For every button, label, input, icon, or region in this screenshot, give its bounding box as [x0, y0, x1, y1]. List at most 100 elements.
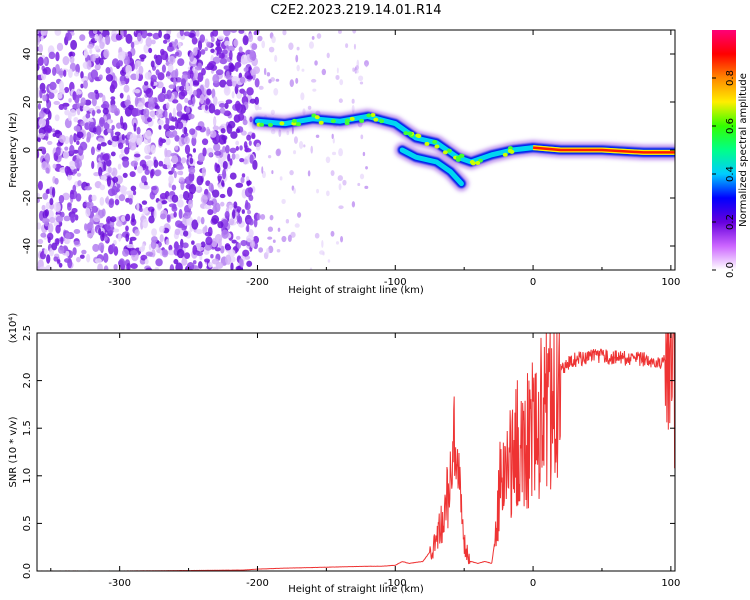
noise-blob — [253, 31, 257, 36]
spectrogram-x-ticks: -300 -200 -100 0 100 — [50, 30, 680, 288]
noise-blob — [97, 33, 103, 44]
noise-blob — [58, 194, 65, 204]
noise-blob — [128, 141, 137, 151]
noise-blob — [288, 42, 294, 50]
noise-blob — [44, 153, 51, 164]
noise-blob — [37, 63, 40, 72]
signal-blob — [318, 120, 324, 125]
noise-blob — [201, 67, 206, 76]
signal-blob — [459, 153, 465, 158]
colorbar-tick-label: 0.8 — [725, 70, 736, 86]
noise-blob — [103, 265, 109, 270]
signal-blob — [379, 119, 385, 124]
noise-blob — [270, 109, 275, 115]
noise-blob — [192, 47, 198, 56]
noise-blob — [89, 217, 95, 226]
noise-blob — [150, 144, 156, 154]
noise-blob — [65, 232, 71, 240]
noise-blob — [101, 208, 106, 217]
noise-blob — [135, 70, 140, 81]
y-tick-label: -40 — [22, 238, 33, 254]
snr-plot: -300 -200 -100 0 100 0.0 0.5 1.0 1.5 2.0 2.5 (x10… — [8, 313, 680, 595]
noise-blob — [360, 134, 364, 140]
noise-blob — [68, 98, 72, 103]
noise-blob — [139, 54, 147, 60]
noise-blob — [136, 165, 144, 174]
signal-blob — [446, 148, 452, 153]
noise-blob — [256, 213, 261, 221]
noise-blob — [58, 80, 64, 91]
noise-blob — [195, 125, 203, 131]
noise-blob — [258, 85, 264, 90]
noise-blob — [231, 152, 236, 160]
noise-blob — [176, 248, 185, 259]
noise-blob — [86, 60, 92, 70]
noise-blob — [211, 258, 220, 265]
y-tick-label: 0 — [22, 147, 33, 153]
noise-blob — [37, 103, 41, 110]
noise-blob — [184, 252, 191, 259]
noise-blob — [168, 125, 176, 131]
noise-blob — [145, 37, 152, 47]
noise-blob — [58, 88, 65, 95]
noise-blob — [195, 30, 200, 37]
noise-blob — [69, 134, 74, 145]
x-tick-label: 100 — [661, 578, 680, 589]
noise-blob — [158, 124, 162, 130]
noise-blob — [187, 199, 194, 209]
noise-blob — [209, 130, 217, 138]
noise-blob — [164, 147, 168, 158]
noise-blob — [232, 209, 236, 219]
noise-blob — [200, 195, 208, 204]
noise-blob — [166, 214, 171, 220]
noise-blob — [120, 80, 126, 85]
colorbar-tick-label: 0.4 — [725, 166, 736, 182]
noise-blob — [114, 198, 120, 206]
noise-blob — [165, 238, 170, 246]
noise-blob — [175, 262, 183, 270]
noise-blob — [332, 137, 335, 144]
noise-blob — [290, 231, 296, 238]
noise-blob — [99, 184, 106, 191]
noise-blob — [75, 63, 80, 75]
noise-blob — [211, 88, 216, 99]
noise-blob — [351, 98, 355, 104]
x-tick-label: -100 — [384, 277, 407, 288]
noise-blob — [37, 238, 44, 245]
noise-blob — [225, 254, 232, 265]
noise-blob — [197, 40, 203, 51]
noise-blob — [270, 129, 276, 135]
noise-blob — [274, 54, 278, 63]
noise-blob — [225, 144, 230, 154]
noise-blob — [74, 94, 80, 104]
noise-blob — [175, 220, 183, 228]
y-tick-label: 1.5 — [22, 420, 33, 436]
noise-blob — [55, 224, 61, 234]
noise-blob — [204, 78, 210, 89]
noise-blob — [136, 202, 140, 211]
noise-blob — [353, 43, 356, 50]
noise-blob — [210, 36, 215, 43]
noise-blob — [55, 215, 63, 223]
noise-blob — [83, 80, 88, 89]
noise-blob — [155, 258, 163, 267]
noise-blob — [178, 91, 186, 100]
noise-blob — [88, 194, 93, 203]
noise-blob — [207, 208, 214, 216]
noise-blob — [92, 214, 101, 223]
noise-blob — [115, 216, 119, 222]
noise-blob — [289, 79, 294, 88]
noise-blob — [231, 80, 238, 87]
noise-blob — [139, 207, 143, 212]
noise-blob — [217, 175, 223, 180]
noise-blob — [144, 258, 149, 265]
noise-blob — [321, 239, 324, 248]
noise-blob — [205, 98, 211, 105]
signal-blob — [373, 117, 379, 122]
noise-blob — [183, 126, 188, 135]
noise-blob — [197, 216, 201, 224]
noise-blob — [118, 233, 122, 242]
noise-blob — [187, 99, 193, 105]
strong-tone-red — [532, 146, 675, 154]
signal-blob — [267, 122, 273, 127]
